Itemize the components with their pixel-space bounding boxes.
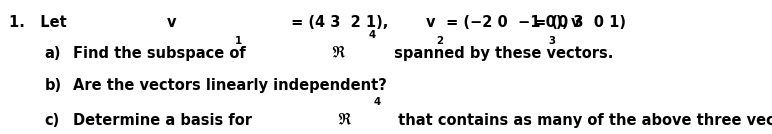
Text: = (−2 0  −1 0),: = (−2 0 −1 0), <box>442 15 574 30</box>
Text: Are the vectors linearly independent?: Are the vectors linearly independent? <box>73 78 388 93</box>
Text: Determine a basis for: Determine a basis for <box>73 113 258 128</box>
Text: b): b) <box>45 78 62 93</box>
Text: 2: 2 <box>436 36 443 46</box>
Text: = (4 3  2 1),: = (4 3 2 1), <box>286 15 394 30</box>
Text: 1: 1 <box>235 36 242 46</box>
Text: 1.   Let: 1. Let <box>9 15 72 30</box>
Text: Find the subspace of: Find the subspace of <box>73 46 251 61</box>
Text: 3: 3 <box>548 36 555 46</box>
Text: $\mathfrak{R}$: $\mathfrak{R}$ <box>337 111 353 128</box>
Text: spanned by these vectors.: spanned by these vectors. <box>389 46 614 61</box>
Text: $\mathfrak{R}$: $\mathfrak{R}$ <box>331 44 347 61</box>
Text: = (0 3  0 1): = (0 3 0 1) <box>529 15 625 30</box>
Text: v: v <box>571 15 581 30</box>
Text: c): c) <box>45 113 60 128</box>
Text: that contains as many of the above three vectors as possible.: that contains as many of the above three… <box>393 113 772 128</box>
Text: 4: 4 <box>374 96 381 107</box>
Text: v: v <box>167 15 176 30</box>
Text: a): a) <box>45 46 61 61</box>
Text: 4: 4 <box>368 29 376 40</box>
Text: v: v <box>425 15 435 30</box>
